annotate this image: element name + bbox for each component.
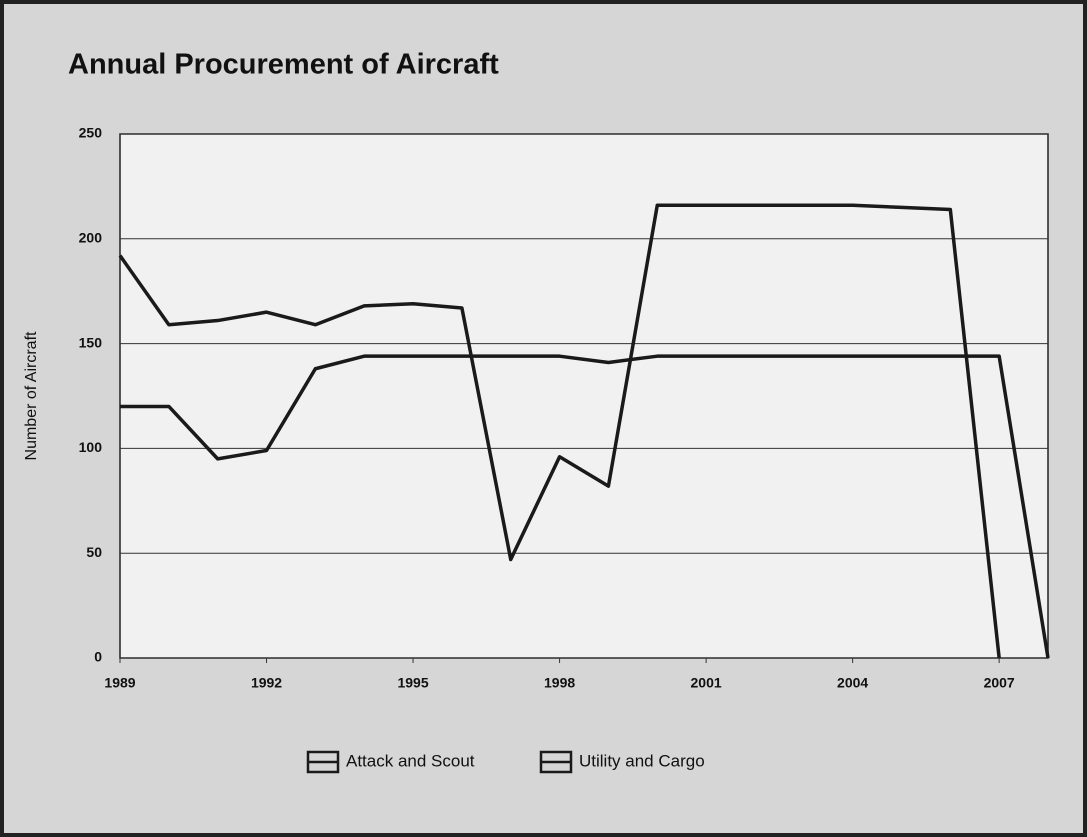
plot-area: [119, 133, 1049, 659]
legend-label: Attack and Scout: [346, 751, 475, 770]
x-tick-label: 1992: [251, 675, 282, 691]
legend-label: Utility and Cargo: [579, 751, 705, 770]
y-tick-label: 150: [79, 334, 103, 350]
y-tick-label: 200: [79, 230, 103, 246]
y-tick-label: 100: [79, 439, 103, 455]
x-tick-label: 1989: [104, 675, 135, 691]
x-tick-label: 2004: [837, 675, 868, 691]
x-tick-label: 2007: [984, 675, 1015, 691]
y-tick-label: 250: [79, 125, 103, 141]
series-line: [120, 354, 1050, 659]
series-line: [118, 203, 1001, 659]
y-tick-label: 0: [94, 649, 102, 665]
x-tick-label: 1998: [544, 675, 575, 691]
y-axis-label: Number of Aircraft: [23, 331, 40, 460]
chart-title: Annual Procurement of Aircraft: [68, 49, 499, 81]
x-tick-label: 2001: [691, 675, 722, 691]
x-tick-label: 1995: [397, 675, 428, 691]
y-tick-label: 50: [86, 544, 102, 560]
